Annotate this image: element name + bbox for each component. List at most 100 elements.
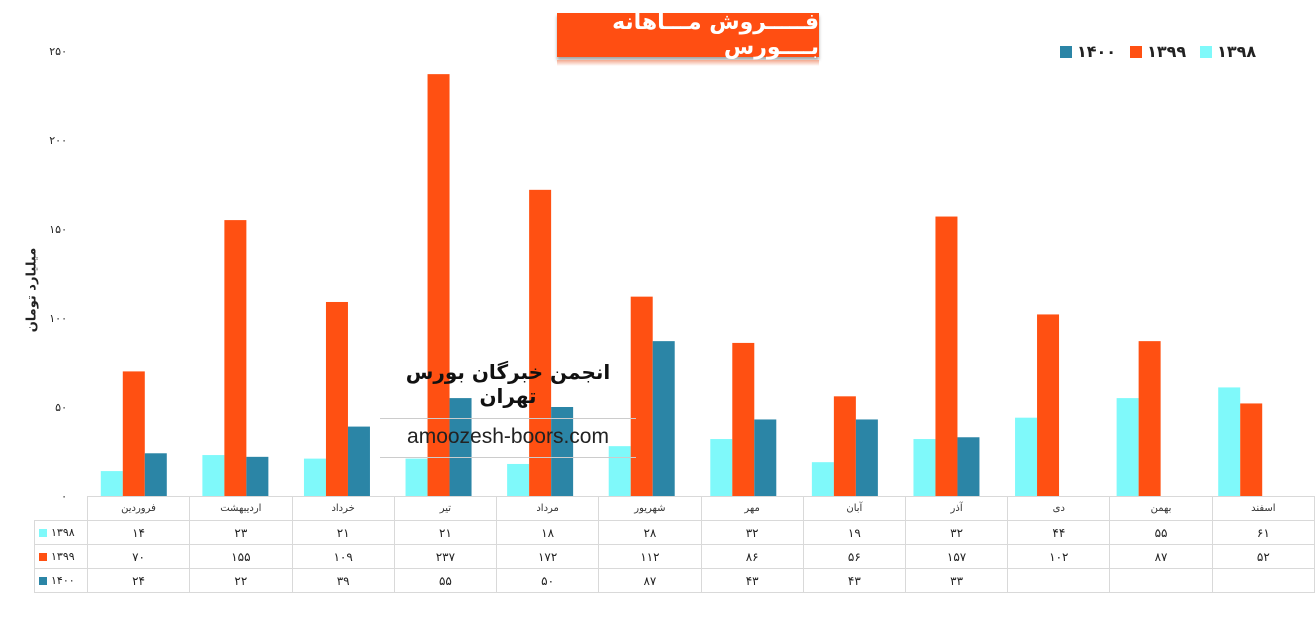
legend-label: ۱۳۹۹ — [1147, 42, 1187, 61]
data-label: ۱۹ — [802, 520, 906, 545]
data-label: ۵۵ — [393, 568, 498, 593]
category-label: تیر — [393, 496, 498, 521]
data-label: ۲۳۷ — [393, 544, 498, 569]
y-tick-label: ۱۵۰ — [49, 223, 67, 236]
category-label: اردیبهشت — [189, 496, 293, 521]
bar — [144, 453, 167, 496]
y-axis-title-box: میلیارد تومان — [12, 230, 52, 350]
bar — [630, 296, 653, 496]
data-label: ۲۲ — [189, 568, 293, 593]
data-label: ۲۳ — [189, 520, 293, 545]
bar — [1015, 417, 1038, 496]
data-label: ۱۵۷ — [904, 544, 1009, 569]
bar — [855, 419, 878, 496]
legend-label: ۱۴۰۰ — [1077, 42, 1117, 61]
title-underline — [557, 60, 819, 66]
y-tick-label: ۲۵۰ — [49, 45, 67, 58]
bar — [100, 471, 123, 496]
data-label: ۴۴ — [1007, 520, 1111, 545]
category-label: اسفند — [1211, 496, 1315, 521]
y-axis-title: میلیارد تومان — [24, 247, 40, 333]
data-label: ۲۱ — [393, 520, 498, 545]
category-label: آبان — [802, 496, 906, 521]
legend-item: ۱۳۹۸ — [1200, 42, 1256, 61]
legend: ۱۳۹۸ ۱۳۹۹ ۱۴۰۰ — [1060, 42, 1256, 61]
row-series-name: ۱۳۹۸ — [51, 526, 75, 539]
bar — [122, 371, 145, 496]
y-tick-label: ۰ — [61, 490, 67, 503]
category-label: بهمن — [1109, 496, 1213, 521]
row-series-name: ۱۴۰۰ — [51, 574, 75, 587]
bar — [303, 458, 326, 496]
legend-swatch — [1060, 45, 1072, 58]
bar — [652, 341, 675, 496]
data-label: ۶۱ — [1211, 520, 1315, 545]
bar — [1037, 314, 1060, 496]
data-label — [1109, 568, 1213, 593]
bar — [325, 301, 348, 496]
bar — [732, 342, 755, 496]
bar — [224, 220, 247, 496]
data-label: ۲۱ — [291, 520, 395, 545]
data-label: ۱۸ — [495, 520, 600, 545]
table-row: ۱۳۹۹ ۷۰ ۱۵۵ ۱۰۹ ۲۳۷ ۱۷۲ ۱۱۲ ۸۶ ۵۶ ۱۵۷ ۱۰۲ ۸۷ ۵۲ — [34, 544, 1315, 569]
bar — [1138, 341, 1161, 496]
watermark: انجمن خبرگان بورس تهران amoozesh-boors.c… — [380, 360, 636, 458]
data-label: ۲۸ — [598, 520, 702, 545]
bar — [811, 462, 834, 496]
table-corner — [35, 497, 88, 521]
watermark-title: انجمن خبرگان بورس تهران — [405, 360, 611, 408]
data-label: ۸۷ — [598, 568, 702, 593]
data-label: ۱۰۹ — [291, 544, 395, 569]
data-label: ۱۵۵ — [189, 544, 293, 569]
bar — [913, 439, 936, 496]
category-label: فروردین — [86, 496, 191, 521]
chart-title-box: فـــــروش مـــاهانه بــــورس — [557, 10, 819, 60]
data-label: ۱۱۲ — [598, 544, 702, 569]
bar — [507, 463, 530, 496]
bar — [347, 426, 370, 496]
watermark-divider — [380, 457, 636, 458]
row-header: ۱۳۹۹ — [34, 544, 88, 569]
legend-swatch — [1130, 45, 1143, 58]
bar — [957, 437, 980, 496]
data-label: ۳۲ — [904, 520, 1009, 545]
bar — [1240, 403, 1263, 496]
legend-item: ۱۴۰۰ — [1060, 42, 1116, 61]
bar — [246, 456, 269, 496]
bar — [405, 458, 428, 496]
data-label: ۳۳ — [904, 568, 1009, 593]
y-tick-label: ۵۰ — [55, 401, 67, 414]
row-swatch — [39, 553, 47, 561]
row-swatch — [39, 577, 47, 585]
category-label: دی — [1007, 496, 1111, 521]
bar — [754, 419, 777, 496]
bar — [833, 396, 856, 496]
row-series-name: ۱۳۹۹ — [51, 550, 75, 563]
data-label: ۲۴ — [86, 568, 191, 593]
data-label: ۱۰۲ — [1007, 544, 1111, 569]
bar — [1116, 398, 1139, 496]
bar — [935, 216, 958, 497]
bar — [427, 74, 450, 496]
data-table: فروردین اردیبهشت خرداد تیر مرداد شهریور مهر آبا… — [34, 496, 1315, 593]
category-label: خرداد — [291, 496, 395, 521]
data-label: ۳۹ — [291, 568, 395, 593]
data-label: ۵۶ — [802, 544, 906, 569]
table-header-row: فروردین اردیبهشت خرداد تیر مرداد شهریور مهر آبا… — [35, 496, 1315, 521]
category-label: مهر — [700, 496, 804, 521]
bar — [449, 398, 472, 496]
category-label: شهریور — [598, 496, 702, 521]
legend-item: ۱۳۹۹ — [1130, 42, 1186, 61]
data-label — [1211, 568, 1315, 593]
category-label: مرداد — [495, 496, 600, 521]
table-row: ۱۳۹۸ ۱۴ ۲۳ ۲۱ ۲۱ ۱۸ ۲۸ ۳۲ ۱۹ ۳۲ ۴۴ ۵۵ ۶۱ — [34, 520, 1315, 545]
bar — [202, 455, 225, 496]
bar — [1218, 387, 1241, 496]
bar — [710, 439, 733, 496]
watermark-divider — [380, 418, 636, 419]
data-label: ۴۳ — [802, 568, 906, 593]
data-label: ۵۵ — [1109, 520, 1213, 545]
category-label: آذر — [904, 496, 1009, 521]
